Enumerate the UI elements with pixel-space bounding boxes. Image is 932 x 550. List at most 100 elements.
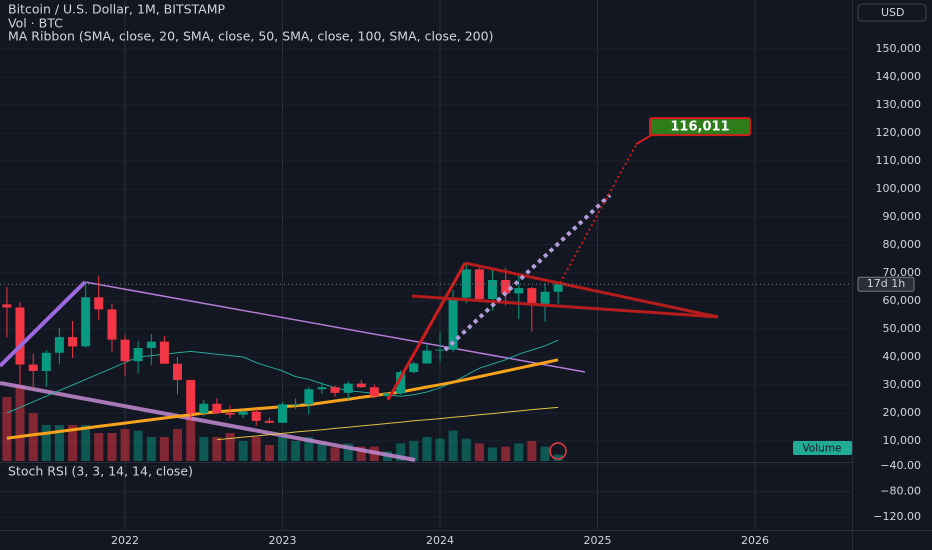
candle-body bbox=[487, 280, 497, 300]
candle-body bbox=[81, 297, 91, 347]
volume-bar bbox=[28, 413, 38, 461]
candle-body bbox=[514, 288, 524, 294]
annotation-label: 116,011 bbox=[670, 120, 729, 135]
volume-bar bbox=[461, 438, 471, 461]
candle-body bbox=[15, 307, 25, 365]
volume-bar bbox=[330, 447, 340, 461]
chart-title: Bitcoin / U.S. Dollar, 1M, BITSTAMP bbox=[8, 2, 226, 17]
volume-bar bbox=[343, 443, 353, 461]
candle-layer bbox=[2, 262, 563, 426]
volume-bar bbox=[172, 429, 182, 461]
volume-bar bbox=[107, 433, 117, 461]
volume-bar bbox=[278, 437, 288, 461]
volume-bar bbox=[409, 441, 419, 461]
volume-bar bbox=[264, 445, 274, 461]
y-tick-label: 150,000 bbox=[876, 42, 922, 55]
trend-line bbox=[0, 280, 87, 368]
volume-bar bbox=[133, 430, 143, 461]
annotation-box bbox=[649, 117, 751, 137]
y-tick-label: 80,000 bbox=[883, 238, 922, 251]
pattern-line bbox=[411, 294, 719, 319]
pattern-line bbox=[386, 262, 467, 401]
candle-body bbox=[383, 393, 393, 397]
candle-body bbox=[238, 411, 248, 415]
candle-body bbox=[146, 341, 156, 349]
candle-body bbox=[553, 284, 563, 292]
volume-bar bbox=[291, 441, 301, 461]
candle-body bbox=[448, 297, 458, 350]
ma-line bbox=[216, 406, 559, 441]
candle-body bbox=[527, 288, 537, 305]
volume-bar bbox=[251, 437, 261, 461]
trend-line bbox=[0, 381, 416, 462]
candle-body bbox=[435, 349, 445, 351]
y-tick-label: −120.00 bbox=[873, 510, 921, 523]
annotation-layer: 116,011 bbox=[0, 117, 852, 285]
volume-bar bbox=[199, 437, 209, 461]
candle-body bbox=[120, 339, 130, 362]
currency-button[interactable] bbox=[857, 3, 927, 22]
candle-body bbox=[251, 411, 261, 421]
volume-bar bbox=[356, 446, 366, 461]
candle-body bbox=[54, 337, 64, 353]
candle-body bbox=[422, 350, 432, 364]
volume-layer bbox=[2, 385, 563, 461]
volume-bar bbox=[41, 425, 51, 461]
y-tick-label: 100,000 bbox=[876, 182, 922, 195]
volume-bar bbox=[514, 443, 524, 461]
stoch-legend: Stoch RSI (3, 3, 14, 14, close) bbox=[8, 464, 193, 479]
y-tick-label: 40,000 bbox=[883, 350, 922, 363]
ma-legend: MA Ribbon (SMA, close, 20, SMA, close, 5… bbox=[8, 29, 493, 44]
volume-bar bbox=[159, 437, 169, 461]
volume-bar bbox=[501, 446, 511, 461]
volume-tag-box bbox=[793, 441, 852, 455]
y-tick-label: 60,000 bbox=[883, 294, 922, 307]
drawings-front bbox=[0, 144, 719, 460]
volume-bar bbox=[435, 438, 445, 461]
volume-bar bbox=[81, 425, 91, 461]
countdown: 17d 1h bbox=[867, 277, 905, 290]
y-tick-label: 10,000 bbox=[883, 434, 922, 447]
candle-body bbox=[396, 372, 406, 394]
y-tick-label: 30,000 bbox=[883, 378, 922, 391]
volume-bar bbox=[186, 417, 196, 461]
candle-body bbox=[199, 403, 209, 414]
pattern-line bbox=[464, 261, 719, 319]
candle-body bbox=[330, 387, 340, 393]
candle-body bbox=[107, 309, 117, 340]
candle-body bbox=[212, 403, 222, 413]
candle-body bbox=[2, 304, 12, 308]
y-tick-label: 130,000 bbox=[876, 98, 922, 111]
candle-body bbox=[41, 352, 51, 371]
volume-bar bbox=[146, 437, 156, 461]
candle-body bbox=[68, 337, 78, 347]
candle-body bbox=[28, 364, 38, 371]
candle-body bbox=[369, 387, 379, 397]
volume-bar bbox=[317, 443, 327, 461]
volume-bar bbox=[68, 425, 78, 461]
candle-body bbox=[225, 413, 235, 415]
volume-bar bbox=[553, 454, 563, 461]
drawings-back bbox=[0, 281, 586, 462]
x-tick-label: 2022 bbox=[111, 534, 139, 547]
candle-body bbox=[501, 280, 511, 294]
candle-body bbox=[474, 269, 484, 300]
y-tick-label: 120,000 bbox=[876, 126, 922, 139]
candle-body bbox=[356, 383, 366, 388]
candle-body bbox=[343, 383, 353, 393]
event-icon[interactable] bbox=[549, 442, 567, 460]
volume-bar bbox=[212, 437, 222, 461]
projection-line bbox=[443, 193, 612, 352]
y-tick-label: 140,000 bbox=[876, 70, 922, 83]
y-tick-label: −80.00 bbox=[880, 485, 921, 498]
candle-body bbox=[540, 291, 550, 305]
volume-legend: Vol · BTC bbox=[8, 16, 63, 31]
volume-bar bbox=[2, 397, 12, 461]
x-tick-label: 2023 bbox=[269, 534, 297, 547]
candle-body bbox=[159, 341, 169, 364]
y-tick-label: 70,000 bbox=[883, 266, 922, 279]
price-axis bbox=[852, 0, 932, 550]
volume-bar bbox=[304, 437, 314, 461]
x-tick-label: 2026 bbox=[741, 534, 769, 547]
